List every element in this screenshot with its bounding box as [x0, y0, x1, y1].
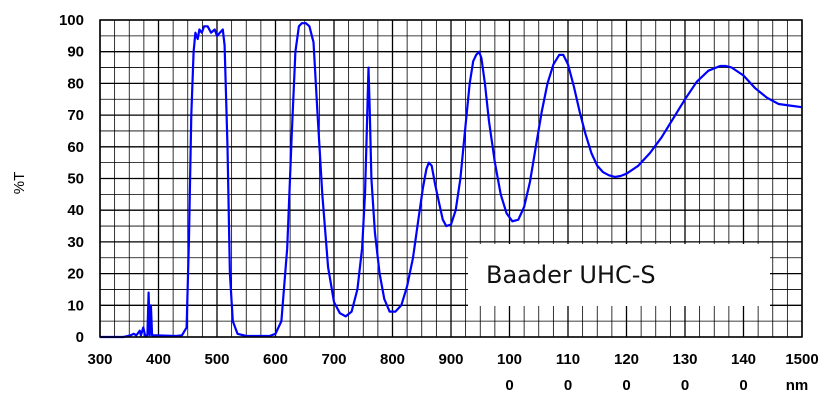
x-tick-label: 300: [87, 351, 112, 368]
x-axis-unit: nm: [786, 377, 809, 394]
y-tick-label: 10: [67, 297, 84, 314]
x-tick-label: 400: [146, 351, 171, 368]
legend-box: [468, 244, 770, 306]
x-tick-label-continued: 0: [681, 377, 689, 394]
y-tick-label: 40: [67, 202, 84, 219]
plot-frame: [99, 19, 803, 338]
legend-label: Baader UHC-S: [486, 261, 656, 289]
x-tick-label: 900: [438, 351, 463, 368]
x-tick-label: 130: [672, 351, 697, 368]
y-tick-label: 80: [67, 75, 84, 92]
series-line: [100, 22, 803, 339]
x-tick-label: 800: [380, 351, 405, 368]
x-tick-label: 110: [556, 351, 580, 368]
legend: Baader UHC-S: [468, 244, 770, 306]
y-tick-label: 100: [59, 12, 84, 29]
x-tick-label: 100: [497, 351, 522, 368]
x-tick-labels: 300 400 500 600 700 800 900 1000110012001300140…: [87, 351, 818, 394]
y-tick-label: 0: [76, 329, 84, 346]
x-tick-label: 120: [614, 351, 639, 368]
y-tick-label: 50: [67, 171, 84, 188]
x-tick-label-continued: 0: [739, 377, 747, 394]
x-tick-label: 1500: [785, 351, 818, 368]
x-tick-label: 700: [321, 351, 346, 368]
x-tick-label: 500: [204, 351, 229, 368]
y-tick-label: 70: [67, 107, 84, 124]
x-tick-label-continued: 0: [505, 377, 513, 394]
y-tick-label: 20: [67, 266, 84, 283]
x-tick-label: 600: [263, 351, 288, 368]
y-tick-label: 30: [67, 234, 84, 251]
y-tick-labels: 0 10 20 30 40 50 60 70 80 90 100: [59, 12, 84, 346]
y-axis-label: %T: [11, 172, 28, 195]
y-tick-label: 60: [67, 139, 84, 156]
x-tick-label: 140: [731, 351, 756, 368]
x-tick-label-continued: 0: [622, 377, 630, 394]
y-tick-label: 90: [67, 44, 84, 61]
x-tick-label-continued: 0: [564, 377, 572, 394]
